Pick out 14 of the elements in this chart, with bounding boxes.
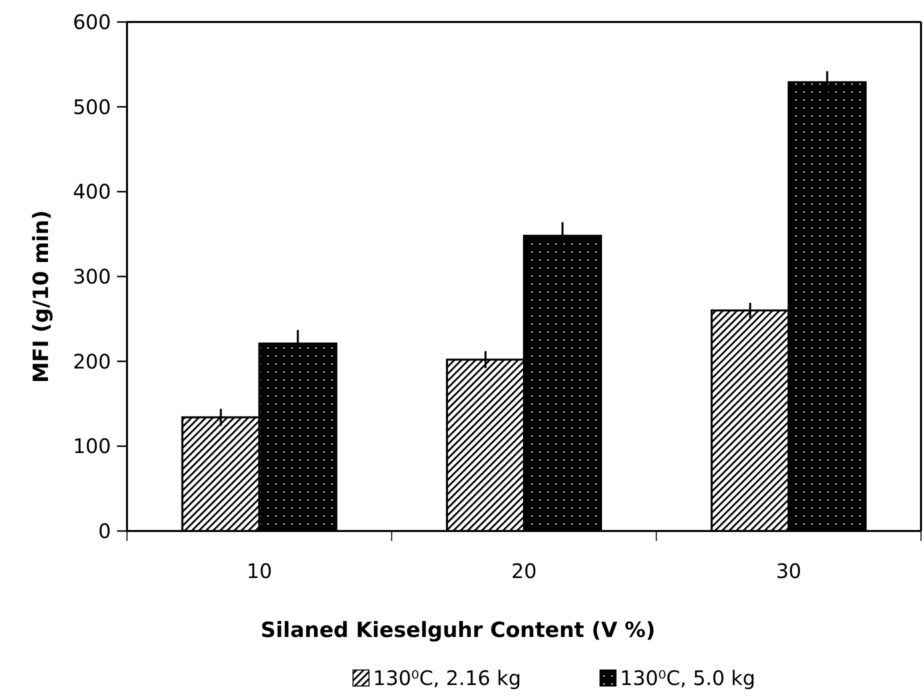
x-tick-label: 10: [246, 559, 272, 583]
y-tick-label: 0: [98, 519, 111, 543]
y-tick-label: 500: [72, 94, 111, 119]
x-tick-label: 20: [511, 559, 537, 583]
y-tick-label: 100: [72, 434, 111, 458]
y-tick-label: 600: [72, 10, 111, 34]
legend-label: 130⁰C, 2.16 kg: [373, 666, 522, 690]
y-tick-label: 400: [72, 180, 111, 204]
legend-label: 130⁰C, 5.0 kg: [620, 666, 756, 690]
y-tick-label: 200: [72, 349, 111, 374]
y-axis-title: MFI (g/10 min): [29, 210, 53, 383]
x-tick-label: 30: [776, 559, 802, 583]
y-tick-label: 300: [72, 264, 111, 288]
x-axis-title: Silaned Kieselguhr Content (V %): [260, 618, 656, 642]
